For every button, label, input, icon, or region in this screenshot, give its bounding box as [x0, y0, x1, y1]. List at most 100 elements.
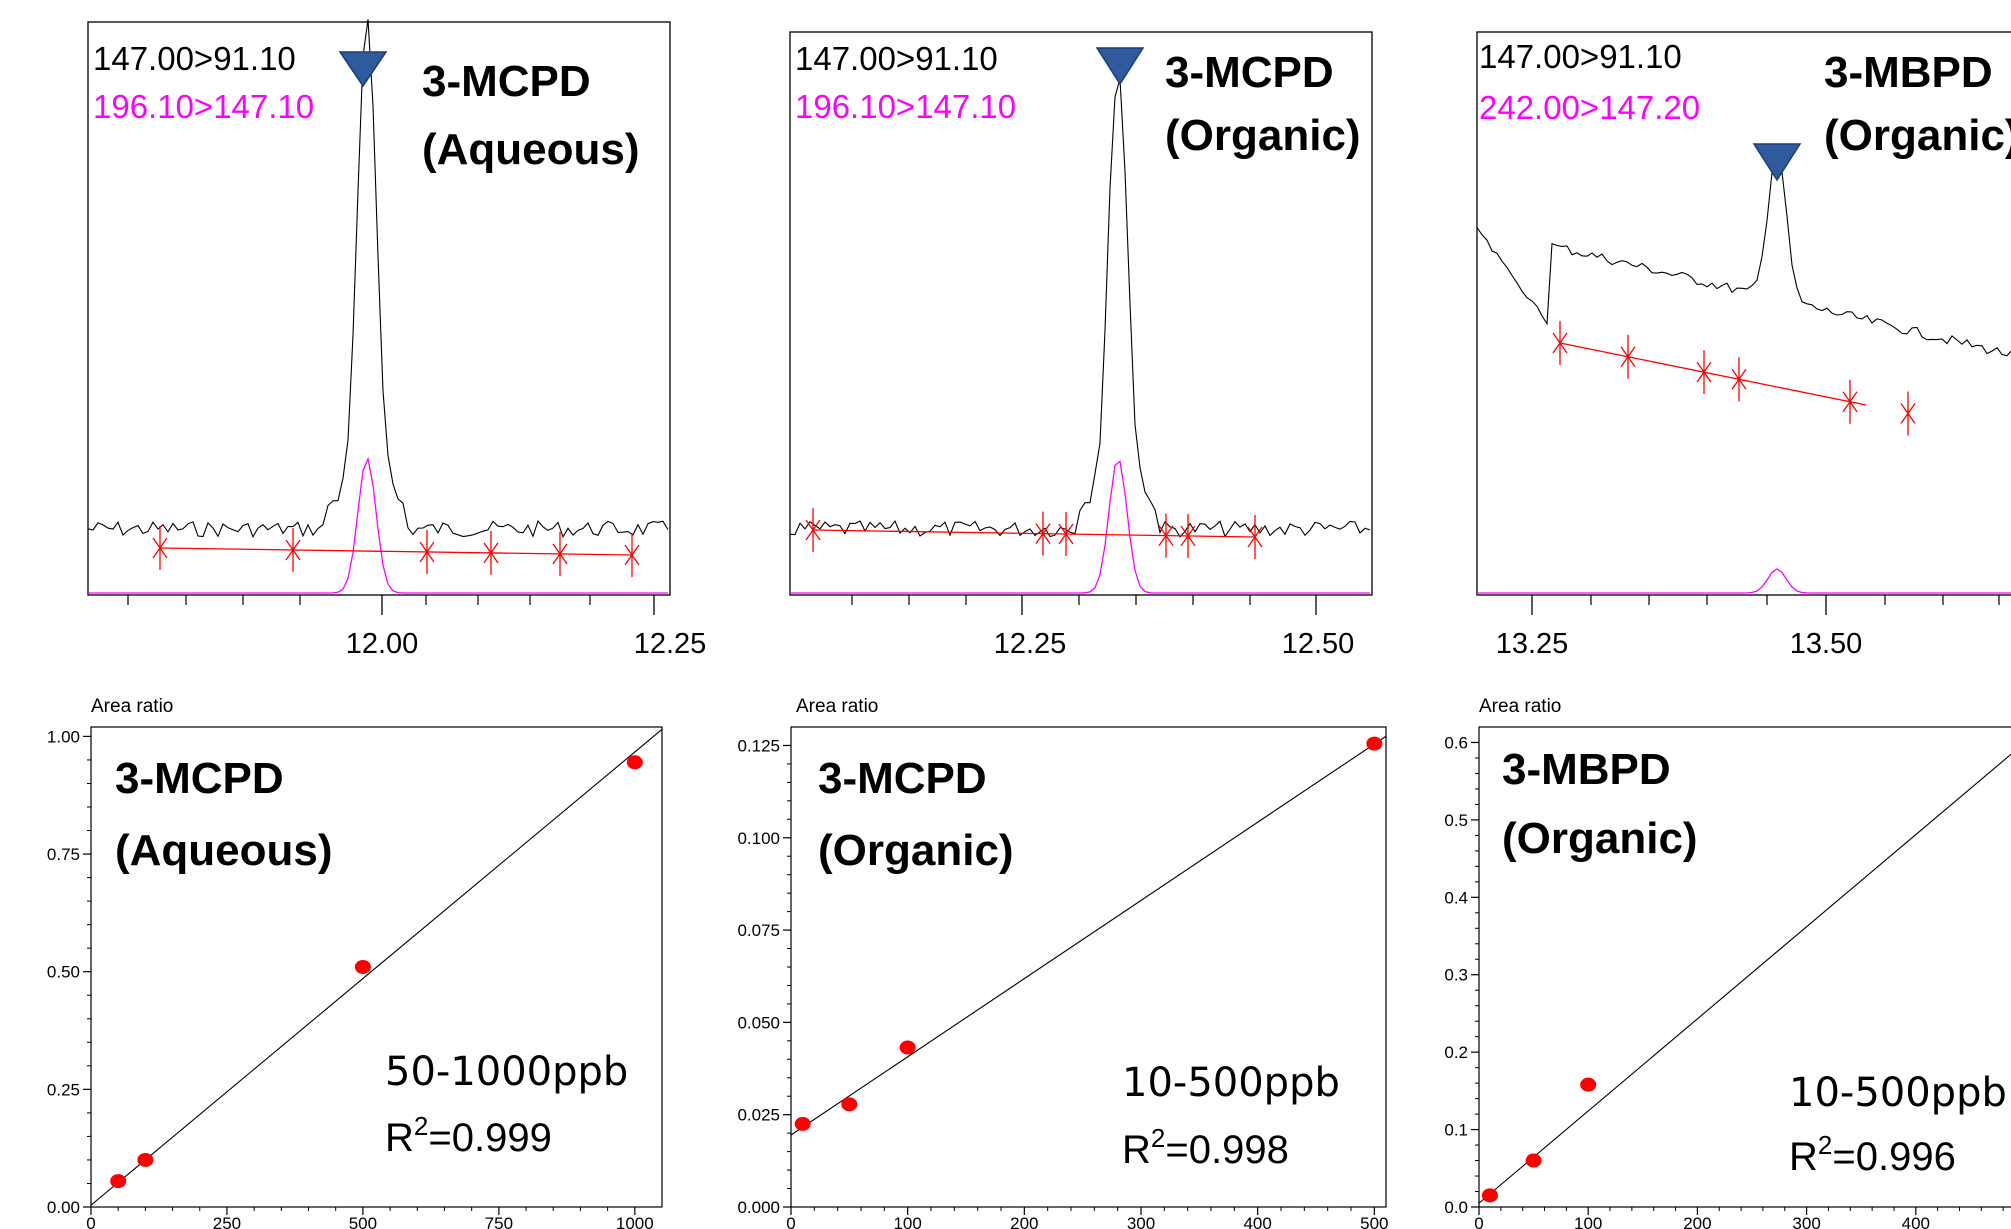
chromatogram-frame	[1476, 31, 2011, 596]
secondary-trace	[88, 456, 668, 594]
calibration-title-line-1: 3-MBPD	[1502, 745, 1671, 794]
x-tick-label: 0	[86, 1214, 95, 1229]
x-tick-label: 0	[786, 1214, 795, 1229]
calibration-point	[899, 1040, 916, 1055]
chromatogram-panel-1: 12.00 12.25 147.00>91.10 196.10>147.10 3-MCP…	[87, 19, 707, 660]
x-tick-label: 200	[1683, 1214, 1711, 1229]
r2-symbol: R	[385, 1116, 414, 1160]
r2-superscript: 2	[1818, 1130, 1832, 1160]
transition-label-1: 147.00>91.10	[795, 40, 998, 77]
transition-label-2: 196.10>147.10	[93, 88, 314, 125]
panel-title-line-1: 3-MBPD	[1824, 48, 1993, 97]
range-label: 50-1000ppb	[385, 1049, 628, 1095]
y-tick-label: 0.000	[737, 1198, 780, 1217]
calibration-point	[110, 1174, 127, 1189]
integration-baseline	[812, 529, 1256, 538]
x-tick-label: 250	[213, 1214, 241, 1229]
integration-marker	[1247, 515, 1263, 559]
peak-marker-icon	[338, 51, 388, 88]
chromatogram-frame	[789, 31, 1373, 596]
x-tick-label: 12.50	[1282, 628, 1355, 660]
integration-marker	[152, 526, 168, 570]
y-tick-label: 0.025	[737, 1106, 780, 1125]
integration-marker	[1900, 391, 1916, 436]
calibration-title-line-1: 3-MCPD	[115, 754, 284, 803]
integration-marker	[1158, 513, 1174, 558]
y-tick-label: 0.100	[737, 829, 780, 848]
x-tick-label: 12.25	[994, 628, 1067, 660]
calibration-point	[354, 960, 371, 974]
integration-marker	[1842, 379, 1858, 424]
panel-title-line-1: 3-MCPD	[1165, 48, 1334, 97]
integration-marker	[1620, 334, 1636, 379]
calibration-title-line-2: (Organic)	[818, 826, 1014, 875]
r2-superscript: 2	[1151, 1123, 1165, 1153]
integration-baseline	[159, 547, 633, 556]
y-tick-label: 0.050	[737, 1013, 780, 1032]
y-tick-label: 0.25	[47, 1080, 80, 1099]
r2-value: =0.996	[1832, 1135, 1955, 1179]
panel-title-line-2: (Aqueous)	[422, 125, 640, 174]
integration-marker	[1058, 512, 1074, 557]
integration-marker	[1035, 511, 1051, 556]
plot-frame	[90, 726, 663, 1208]
x-tick-label: 750	[485, 1214, 513, 1229]
calibration-panel-1: Area ratio 0.00 0.25 0.50 0.75 1.00 0 250 500 750…	[47, 696, 663, 1229]
primary-trace	[789, 78, 1371, 538]
x-tick-label: 13.25	[1496, 628, 1569, 660]
panel-title-line-2: (Organic)	[1824, 111, 2011, 160]
x-tick-label: 500	[349, 1214, 377, 1229]
integration-marker	[1180, 513, 1196, 558]
calibration-point	[1481, 1188, 1498, 1203]
panel-title-line-1: 3-MCPD	[422, 57, 591, 106]
calibration-point	[794, 1116, 811, 1131]
integration-marker	[1696, 350, 1712, 395]
calibration-point	[626, 755, 643, 770]
integration-marker	[624, 533, 640, 577]
calibration-point	[841, 1097, 858, 1112]
range-label: 10-500ppb	[1789, 1070, 2007, 1116]
x-tick-label: 100	[1574, 1214, 1602, 1229]
calibration-point	[137, 1152, 154, 1167]
peak-marker-icon	[1752, 143, 1802, 182]
calibration-panel-2: Area ratio 0.000 0.025 0.050 0.075 0.100 0.125…	[737, 696, 1388, 1229]
plot-frame	[1478, 726, 2011, 1208]
range-label: 10-500ppb	[1122, 1060, 1340, 1106]
transition-label-2: 196.10>147.10	[795, 88, 1016, 125]
x-tick-label: 13.50	[1790, 628, 1863, 660]
r2-label: R2=0.999	[385, 1111, 552, 1160]
y-axis-label: Area ratio	[91, 696, 173, 717]
y-tick-label: 0.2	[1444, 1043, 1468, 1062]
x-tick-label: 200	[1010, 1214, 1038, 1229]
transition-label-1: 147.00>91.10	[1479, 38, 1682, 75]
x-tick-label: 12.25	[634, 628, 707, 660]
x-tick-label: 500	[1360, 1214, 1388, 1229]
y-tick-label: 0.5	[1444, 811, 1468, 830]
r2-superscript: 2	[414, 1111, 428, 1141]
calibration-fit-line	[1478, 753, 2011, 1204]
x-tick-label: 400	[1243, 1214, 1271, 1229]
calibration-fit-line	[790, 735, 1387, 1136]
x-tick-label: 300	[1792, 1214, 1820, 1229]
calibration-fit-line	[90, 728, 663, 1206]
primary-trace	[87, 19, 669, 539]
chromatogram-panel-2: 12.25 12.50 147.00>91.10 196.10>147.10 3-MCP…	[789, 31, 1373, 660]
y-tick-label: 0.1	[1444, 1121, 1468, 1140]
primary-trace	[1476, 150, 2011, 357]
integration-marker	[1731, 357, 1747, 402]
r2-label: R2=0.998	[1122, 1123, 1289, 1172]
secondary-trace	[790, 460, 1370, 594]
y-tick-label: 0.0	[1444, 1198, 1468, 1217]
x-tick-label: 100	[893, 1214, 921, 1229]
integration-marker	[805, 508, 821, 552]
integration-baseline	[1559, 342, 1867, 406]
calibration-point	[1580, 1077, 1597, 1092]
integration-marker	[285, 527, 301, 572]
panel-title-line-2: (Organic)	[1165, 111, 1361, 160]
calibration-point	[1366, 736, 1383, 751]
y-tick-label: 0.4	[1444, 888, 1468, 907]
calibration-title-line-2: (Organic)	[1502, 814, 1698, 863]
y-axis-label: Area ratio	[796, 696, 878, 717]
integration-marker	[419, 529, 435, 574]
